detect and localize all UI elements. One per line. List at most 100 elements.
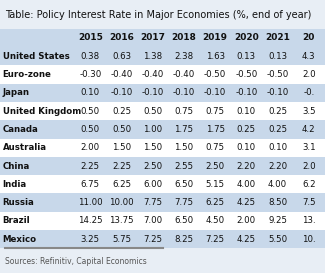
Text: 0.10: 0.10 [268,143,287,152]
Text: 2.55: 2.55 [175,162,193,171]
Text: -0.40: -0.40 [142,70,164,79]
Text: 1.50: 1.50 [175,143,193,152]
Text: -0.10: -0.10 [204,88,226,97]
Text: -0.10: -0.10 [235,88,257,97]
Text: 2.38: 2.38 [175,52,193,61]
Text: 2.25: 2.25 [81,162,100,171]
Text: 0.50: 0.50 [143,106,162,115]
Text: 0.50: 0.50 [112,125,131,134]
Text: 10.: 10. [302,235,316,244]
Text: 3.5: 3.5 [302,106,316,115]
Text: Table: Policy Interest Rate in Major Economies (%, end of year): Table: Policy Interest Rate in Major Eco… [5,10,311,20]
Text: 2.0: 2.0 [302,162,316,171]
Text: 2021: 2021 [265,33,290,42]
Text: United States: United States [3,52,69,61]
Text: 14.25: 14.25 [78,216,103,225]
Text: Brazil: Brazil [3,216,30,225]
Text: 4.25: 4.25 [237,235,256,244]
Text: -0.30: -0.30 [79,70,101,79]
Text: 1.75: 1.75 [175,125,193,134]
Text: 0.50: 0.50 [81,106,100,115]
Text: -0.40: -0.40 [173,70,195,79]
Text: 6.25: 6.25 [206,198,225,207]
Text: -0.40: -0.40 [111,70,133,79]
Text: 2020: 2020 [234,33,259,42]
Text: 3.1: 3.1 [302,143,316,152]
Text: 2.0: 2.0 [302,70,316,79]
Text: -0.50: -0.50 [204,70,226,79]
Text: 0.10: 0.10 [237,143,256,152]
Text: Mexico: Mexico [3,235,37,244]
Text: 4.2: 4.2 [302,125,316,134]
Text: 5.50: 5.50 [268,235,287,244]
Text: 6.50: 6.50 [175,216,193,225]
Text: 4.3: 4.3 [302,52,316,61]
Text: 1.00: 1.00 [143,125,162,134]
Text: 6.50: 6.50 [175,180,193,189]
Text: 0.13: 0.13 [237,52,256,61]
Text: Sources: Refinitiv, Capital Economics: Sources: Refinitiv, Capital Economics [5,257,147,266]
Text: 2017: 2017 [140,33,165,42]
Text: 20: 20 [303,33,315,42]
Text: Euro-zone: Euro-zone [3,70,51,79]
Text: 2015: 2015 [78,33,103,42]
Text: 0.10: 0.10 [81,88,100,97]
Text: 0.10: 0.10 [237,106,256,115]
Text: 0.25: 0.25 [268,125,287,134]
Text: 2.00: 2.00 [237,216,256,225]
Text: 6.00: 6.00 [143,180,162,189]
Text: 2018: 2018 [172,33,196,42]
Text: Russia: Russia [3,198,34,207]
Text: 8.25: 8.25 [175,235,193,244]
Text: 0.50: 0.50 [81,125,100,134]
Text: 10.00: 10.00 [109,198,134,207]
Text: 0.13: 0.13 [268,52,287,61]
Text: Australia: Australia [3,143,46,152]
Text: 1.63: 1.63 [206,52,225,61]
Text: Canada: Canada [3,125,38,134]
Text: -0.50: -0.50 [235,70,257,79]
Text: 13.: 13. [302,216,316,225]
Text: 1.75: 1.75 [206,125,225,134]
Text: 2.20: 2.20 [237,162,256,171]
Text: 8.50: 8.50 [268,198,287,207]
Text: 2019: 2019 [203,33,228,42]
Text: 7.75: 7.75 [143,198,162,207]
Text: 0.75: 0.75 [206,143,225,152]
Text: -0.10: -0.10 [266,88,289,97]
Text: 2.25: 2.25 [112,162,131,171]
Text: 9.25: 9.25 [268,216,287,225]
Text: 2.20: 2.20 [268,162,287,171]
Text: India: India [3,180,27,189]
Text: 1.38: 1.38 [143,52,162,61]
Text: 7.75: 7.75 [175,198,193,207]
Text: 4.00: 4.00 [268,180,287,189]
Text: 1.50: 1.50 [112,143,131,152]
Text: 4.25: 4.25 [237,198,256,207]
Text: 3.25: 3.25 [81,235,100,244]
Text: 0.25: 0.25 [268,106,287,115]
Text: 6.25: 6.25 [112,180,131,189]
Text: 7.5: 7.5 [302,198,316,207]
Text: 7.25: 7.25 [206,235,225,244]
Text: 7.00: 7.00 [143,216,162,225]
Text: United Kingdom: United Kingdom [3,106,81,115]
Text: 0.75: 0.75 [175,106,193,115]
Text: 2.50: 2.50 [143,162,162,171]
Text: China: China [3,162,30,171]
Text: 0.75: 0.75 [206,106,225,115]
Text: 5.15: 5.15 [206,180,225,189]
Text: 0.63: 0.63 [112,52,131,61]
Text: -0.: -0. [303,88,314,97]
Text: -0.10: -0.10 [111,88,133,97]
Text: 2.00: 2.00 [81,143,100,152]
Text: 4.50: 4.50 [206,216,225,225]
Text: 6.75: 6.75 [81,180,100,189]
Text: 6.2: 6.2 [302,180,316,189]
Text: 0.25: 0.25 [112,106,131,115]
Text: 13.75: 13.75 [109,216,134,225]
Text: 2.50: 2.50 [206,162,225,171]
Text: Japan: Japan [3,88,30,97]
Text: 11.00: 11.00 [78,198,103,207]
Text: 1.50: 1.50 [143,143,162,152]
